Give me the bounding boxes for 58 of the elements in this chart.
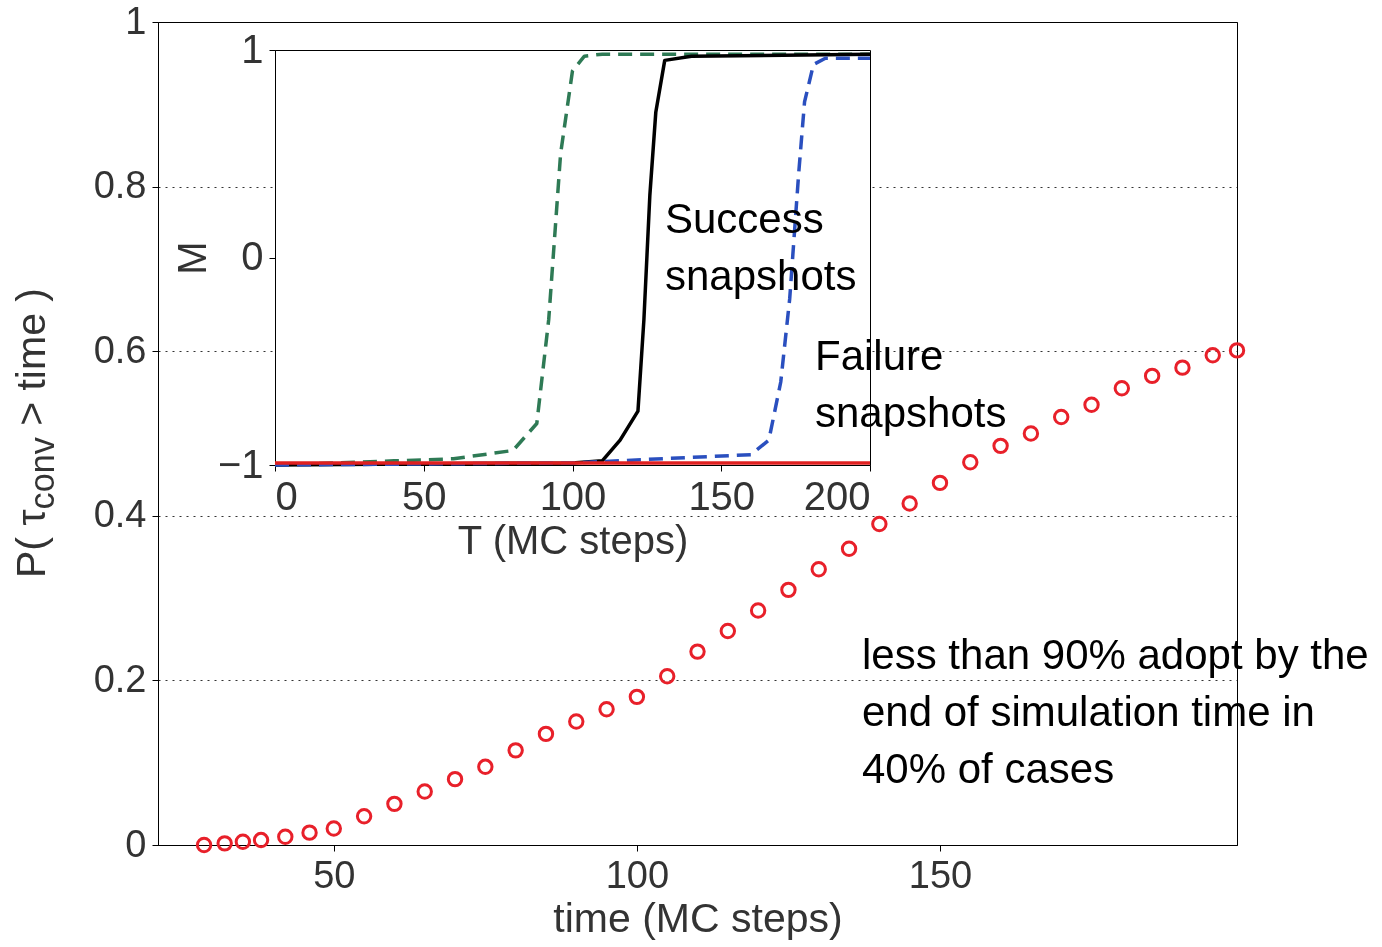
x-axis-title: time (MC steps) [553, 894, 843, 941]
x-tick-label: 200 [803, 473, 871, 518]
point [355, 808, 373, 825]
point [598, 701, 615, 718]
point [1083, 396, 1100, 413]
x-tick-label: 150 [688, 473, 756, 518]
y-tick-label: 0.6 [93, 328, 147, 371]
point [195, 836, 213, 854]
y-tick-label: 0.4 [93, 493, 147, 536]
point [301, 824, 318, 841]
x-tick-label: 0 [275, 473, 298, 518]
point [1143, 367, 1161, 385]
annotation: Success snapshots [665, 194, 858, 301]
point [416, 783, 433, 800]
point [962, 454, 979, 471]
point [252, 831, 270, 849]
y-axis-title: M [169, 241, 214, 275]
point [477, 758, 494, 776]
y-tick-label: 0.8 [93, 164, 147, 207]
point [689, 643, 706, 660]
point [719, 622, 737, 640]
point [446, 770, 464, 788]
y-tick-label: 0 [241, 234, 264, 278]
point [1113, 380, 1131, 397]
point [658, 668, 676, 685]
x-tick-label: 100 [539, 473, 607, 518]
point [901, 495, 918, 512]
point [1022, 425, 1040, 442]
point [931, 474, 949, 492]
point [537, 725, 555, 743]
point [568, 713, 585, 730]
x-tick-label: 150 [908, 853, 973, 896]
point [749, 602, 767, 619]
point [1053, 408, 1070, 426]
point [386, 795, 403, 813]
point [780, 581, 797, 599]
point [992, 437, 1009, 455]
point [810, 561, 827, 578]
x-axis-title: T (MC steps) [457, 517, 689, 562]
point [871, 515, 888, 533]
x-tick-label: 50 [402, 473, 447, 518]
point [1204, 347, 1221, 364]
point [216, 835, 233, 852]
y-tick-label: 0.2 [93, 657, 147, 700]
y-tick-label: 1 [241, 26, 264, 71]
point [234, 833, 252, 850]
point [277, 828, 294, 845]
y-tick-label: 1 [125, 0, 147, 42]
point [325, 820, 342, 837]
x-tick-label: 50 [313, 853, 356, 896]
point [628, 688, 646, 706]
point [507, 742, 524, 759]
y-tick-label: −1 [217, 441, 264, 486]
y-tick-label: 0 [125, 822, 147, 865]
point [840, 540, 858, 557]
point [1174, 359, 1191, 376]
point [1228, 342, 1246, 359]
x-tick-label: 100 [605, 853, 670, 896]
